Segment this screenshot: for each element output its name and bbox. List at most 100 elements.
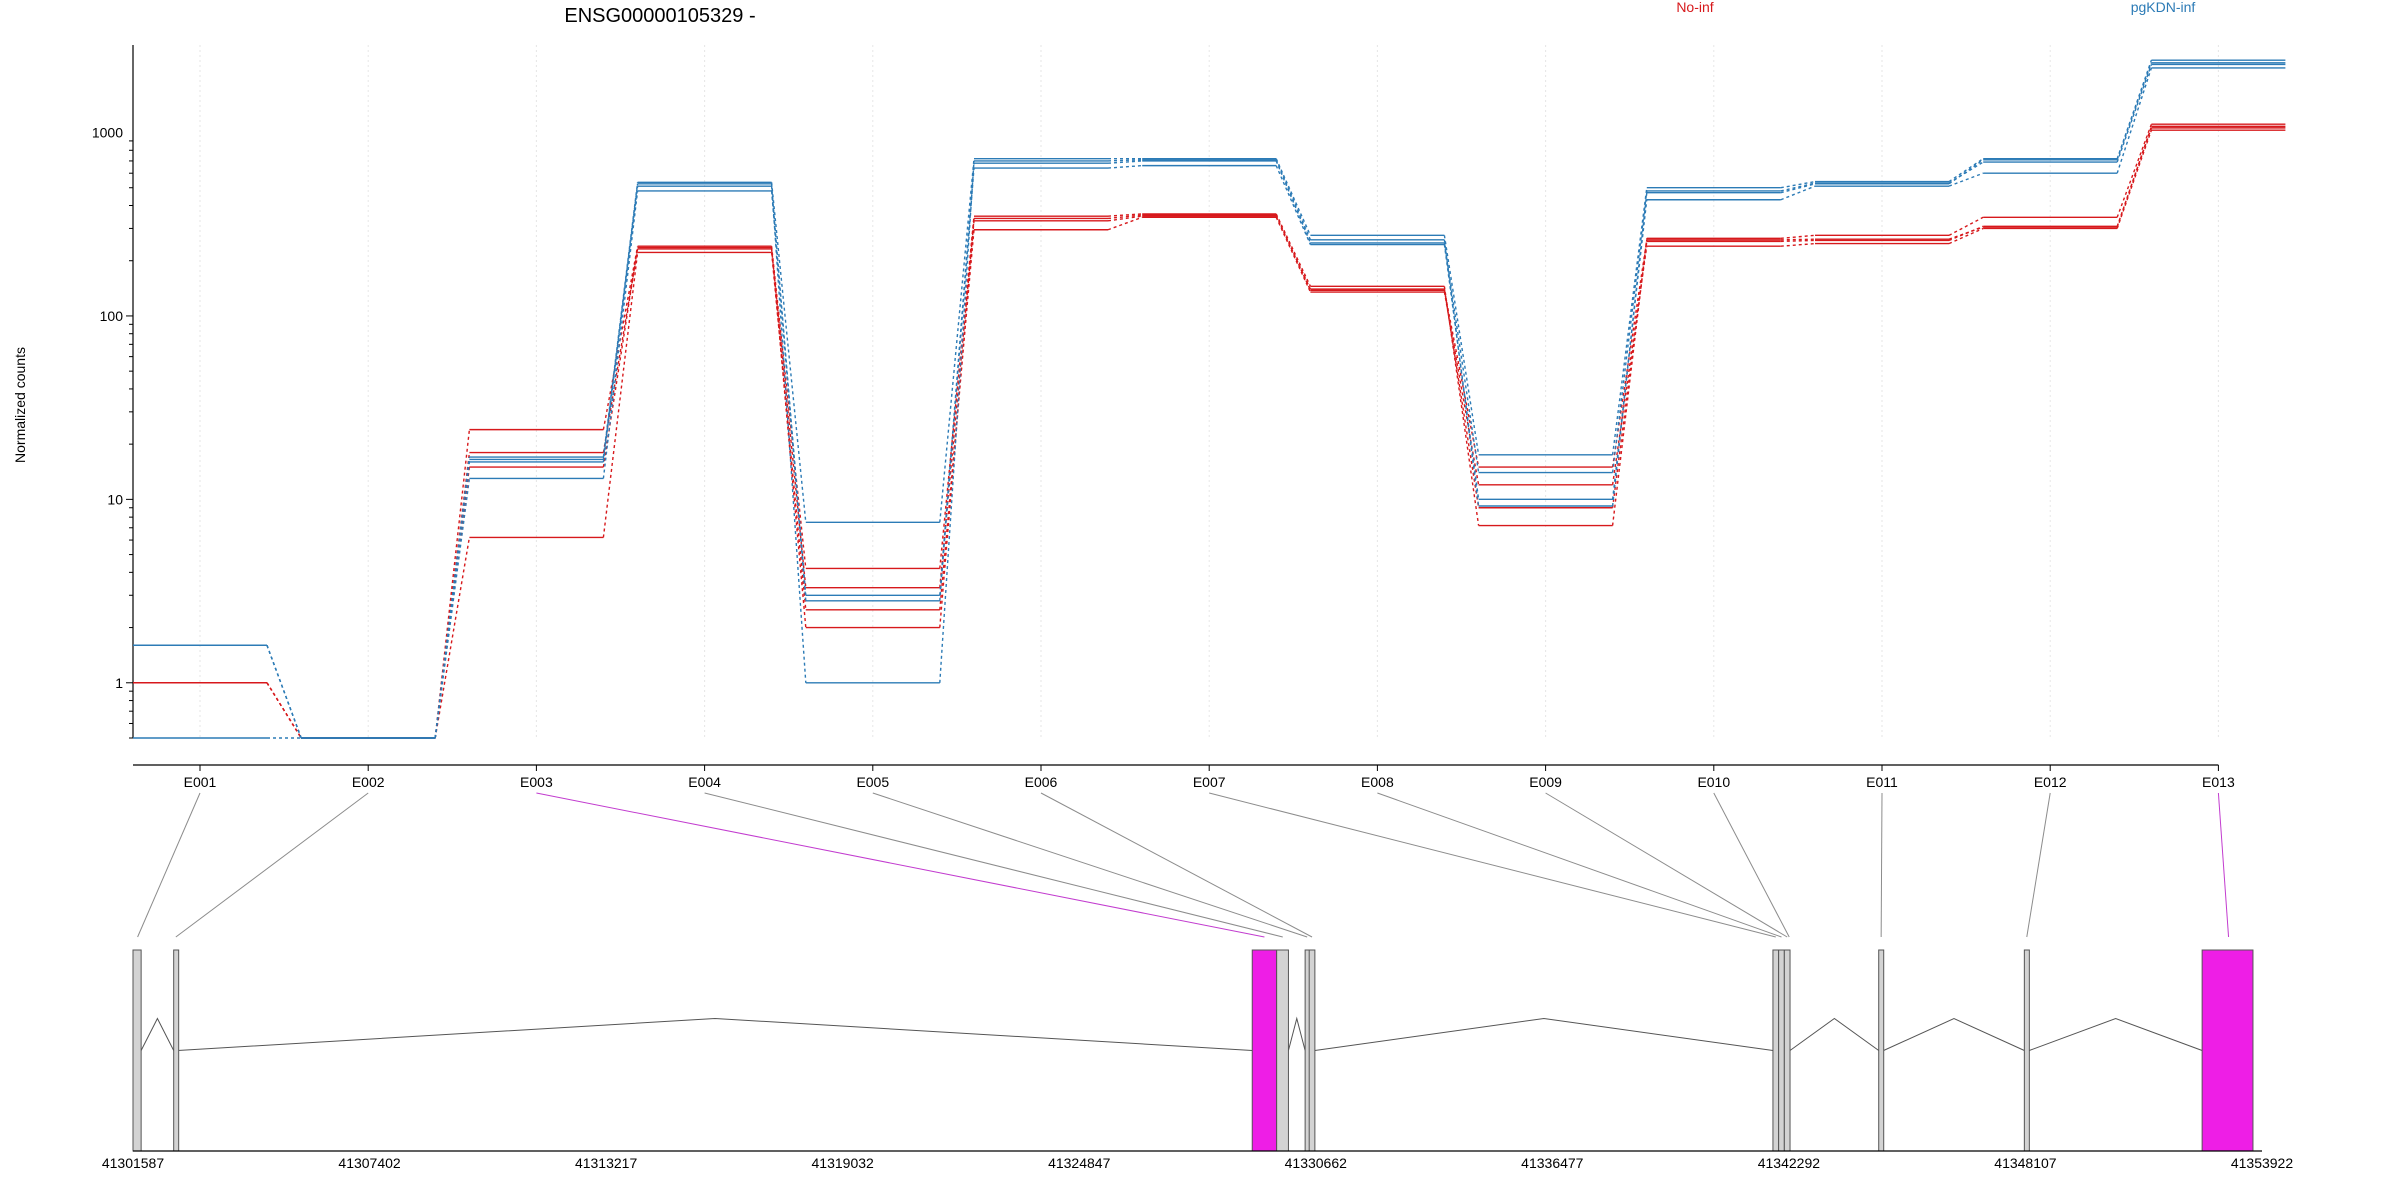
data-connector: [1948, 158, 1984, 183]
data-connector: [1780, 238, 1816, 241]
y-tick-label: 100: [100, 308, 124, 324]
data-connector: [2116, 62, 2153, 161]
data-connector: [1275, 159, 1312, 241]
data-connector: [2116, 126, 2153, 228]
data-connector: [1611, 192, 1648, 507]
y-tick-label: 1: [115, 675, 123, 691]
intron-line: [1287, 1016, 1306, 1051]
data-connector: [770, 183, 807, 683]
data-connector: [1443, 242, 1480, 473]
data-connector: [434, 537, 471, 739]
data-connector: [1107, 214, 1143, 220]
data-connector: [2116, 127, 2153, 227]
data-connector: [770, 182, 807, 523]
data-connector: [602, 246, 639, 430]
exon-connector-e008: [1377, 792, 1782, 938]
data-connector: [1275, 165, 1312, 245]
exon-connector-e009: [1545, 792, 1788, 938]
exon-connector-e006: [1040, 792, 1313, 938]
x-tick-label-e004: E004: [688, 774, 721, 790]
exon-box: [1783, 949, 1791, 1152]
x-tick-label-e005: E005: [856, 774, 889, 790]
data-connector: [602, 183, 639, 460]
data-connector: [1780, 182, 1816, 192]
data-connector: [1275, 158, 1312, 236]
data-connector: [1107, 159, 1143, 162]
intron-line: [2029, 1017, 2203, 1051]
intron-line: [1789, 1017, 1880, 1051]
data-connector: [2116, 123, 2153, 218]
x-tick-label-e003: E003: [520, 774, 553, 790]
x-tick-label-e001: E001: [184, 774, 217, 790]
data-connector: [1948, 216, 1984, 236]
genomic-tick-label: 41353922: [2231, 1155, 2294, 1171]
exon-connector-e003: [536, 792, 1265, 938]
x-tick-label-e012: E012: [2034, 774, 2067, 790]
data-connector: [1611, 241, 1648, 508]
exon-connector-lines: [137, 792, 2230, 938]
series-line-pgkdn-inf-8: [133, 62, 2286, 739]
data-connector: [434, 466, 471, 739]
data-connector: [434, 459, 471, 739]
intron-line: [177, 1017, 1253, 1051]
intron-line: [1314, 1017, 1774, 1051]
data-connector: [770, 246, 807, 569]
data-connector: [2116, 67, 2153, 174]
exon-connector-e002: [175, 792, 369, 938]
x-tick-label-e008: E008: [1361, 774, 1394, 790]
genomic-tick-label: 41313217: [575, 1155, 638, 1171]
exon-box: [2201, 949, 2254, 1152]
y-tick-label: 10: [107, 491, 123, 507]
data-connector: [1275, 160, 1312, 244]
genomic-tick-label: 41330662: [1285, 1155, 1348, 1171]
data-connector: [939, 168, 975, 601]
data-connector: [1780, 185, 1816, 201]
series-lines: [133, 59, 2286, 739]
data-connector: [1443, 290, 1480, 468]
legend-no-inf: No-inf: [1676, 0, 1713, 15]
exon-box: [1772, 949, 1780, 1152]
genomic-tick-label: 41342292: [1758, 1155, 1821, 1171]
x-tick-label-e011: E011: [1866, 774, 1898, 790]
data-connector: [1948, 159, 1984, 185]
exon-connector-e013: [2217, 792, 2230, 938]
y-axis-label: Normalized counts: [12, 347, 28, 463]
series-line-pgkdn-inf-7: [133, 67, 2286, 739]
genomic-tick-label: 41307402: [338, 1155, 401, 1171]
genomic-tick-label: 41301587: [102, 1155, 165, 1171]
data-connector: [1107, 160, 1143, 164]
data-connector: [434, 429, 471, 739]
data-connector: [1780, 234, 1816, 240]
data-connector: [1107, 213, 1143, 217]
data-connector: [266, 645, 302, 739]
data-connector: [434, 478, 471, 739]
data-connector: [770, 248, 807, 588]
data-connector: [1948, 227, 1984, 245]
intron-line: [140, 1017, 175, 1051]
exon-connector-e012: [2026, 792, 2051, 938]
exon-box: [132, 949, 142, 1152]
data-connector: [1443, 235, 1480, 455]
exon-connector-e001: [137, 792, 201, 938]
x-tick-label-e010: E010: [1697, 774, 1730, 790]
chart-title: ENSG00000105329 -: [564, 5, 755, 27]
data-connector: [1443, 286, 1480, 526]
x-tick-label-e013: E013: [2202, 774, 2235, 790]
data-connector: [1780, 242, 1816, 247]
genomic-tick-label: 41336477: [1521, 1155, 1584, 1171]
exon-box: [1276, 949, 1289, 1152]
axes: 1 10 100 1000 E001 E002 E003 E004 E005 E006 E007 E0…: [92, 45, 2235, 790]
exon-box: [1878, 949, 1885, 1152]
data-connector: [1107, 164, 1143, 169]
intron-line: [1883, 1017, 2025, 1051]
legend-pgkdn-inf: pgKDN-inf: [2131, 0, 2196, 15]
data-connector: [2116, 129, 2153, 229]
data-connector: [602, 248, 639, 453]
x-tick-label-e009: E009: [1529, 774, 1562, 790]
exon-connector-e005: [872, 792, 1308, 938]
data-connector: [1107, 216, 1143, 231]
gene-model: 41301587 41307402 41313217 41319032 41324847…: [102, 949, 2294, 1171]
data-connector: [1611, 190, 1648, 473]
exon-box: [1308, 949, 1316, 1152]
exon-box: [173, 949, 180, 1152]
